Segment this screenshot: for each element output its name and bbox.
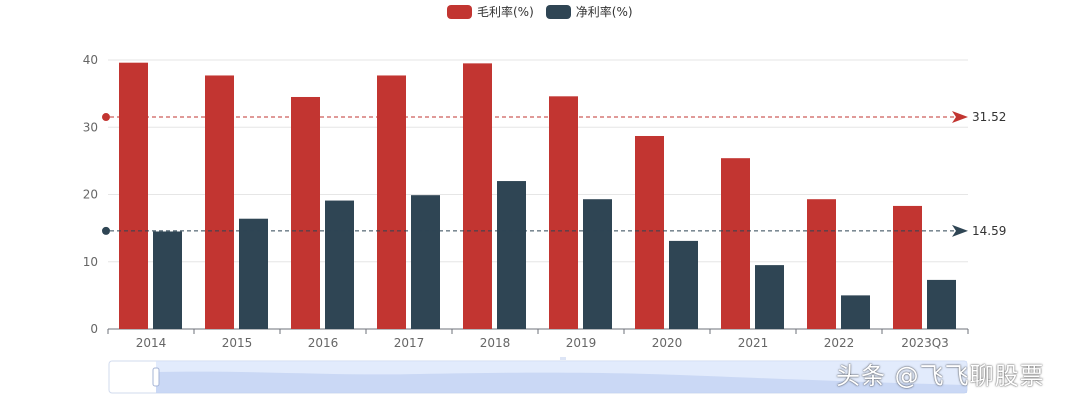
y-tick-label: 0 bbox=[90, 322, 98, 336]
y-tick-label: 40 bbox=[83, 53, 98, 67]
bar-gross-margin bbox=[463, 63, 492, 330]
bar-net-margin bbox=[669, 240, 698, 329]
x-tick-label: 2018 bbox=[480, 336, 511, 350]
bar-net-margin bbox=[583, 199, 612, 329]
x-tick-label: 2019 bbox=[566, 336, 597, 350]
average-line-start-marker bbox=[102, 226, 110, 235]
bar-gross-margin bbox=[119, 62, 148, 329]
bar-net-margin bbox=[411, 195, 440, 329]
x-tick-label: 2016 bbox=[308, 336, 339, 350]
legend-label-net-margin: 净利率(%) bbox=[575, 5, 633, 19]
bar-net-margin bbox=[325, 200, 354, 329]
x-tick-label: 2022 bbox=[824, 336, 855, 350]
average-line-arrow bbox=[952, 224, 968, 237]
bar-gross-margin bbox=[893, 205, 922, 329]
x-tick-label: 2021 bbox=[738, 336, 769, 350]
watermark: 头条 @飞飞聊股票 bbox=[836, 362, 1045, 390]
bar-net-margin bbox=[239, 218, 268, 329]
bar-gross-margin bbox=[291, 96, 320, 329]
x-tick-label: 2014 bbox=[136, 336, 167, 350]
bar-gross-margin bbox=[549, 96, 578, 329]
x-tick-label: 2023Q3 bbox=[901, 336, 949, 350]
bar-net-margin bbox=[755, 265, 784, 329]
data-zoom-handle-left bbox=[152, 367, 160, 387]
bar-net-margin bbox=[497, 181, 526, 329]
x-tick-label: 2020 bbox=[652, 336, 683, 350]
legend-swatch-net-margin bbox=[545, 4, 571, 19]
legend: 毛利率(%) 净利率(%) bbox=[447, 3, 645, 20]
bar-net-margin bbox=[153, 231, 182, 329]
average-line-arrow bbox=[952, 111, 968, 124]
x-tick-label: 2017 bbox=[394, 336, 425, 350]
bar-net-margin bbox=[927, 279, 956, 329]
average-line-label: 14.59 bbox=[972, 224, 1006, 238]
x-tick-label: 2015 bbox=[222, 336, 253, 350]
y-tick-label: 30 bbox=[83, 120, 98, 134]
y-tick-label: 20 bbox=[83, 188, 98, 202]
bar-net-margin bbox=[841, 295, 870, 329]
legend-item-gross-margin[interactable]: 毛利率(%) bbox=[447, 3, 534, 20]
legend-label-gross-margin: 毛利率(%) bbox=[477, 5, 534, 19]
legend-item-net-margin[interactable]: 净利率(%) bbox=[545, 3, 633, 20]
bar-gross-margin bbox=[205, 75, 234, 329]
data-zoom-preview-area bbox=[156, 371, 967, 393]
y-tick-label: 10 bbox=[83, 255, 98, 269]
bar-gross-margin bbox=[377, 75, 406, 329]
legend-swatch-gross-margin bbox=[447, 4, 472, 19]
data-zoom-move-handle bbox=[560, 357, 566, 360]
bar-gross-margin bbox=[807, 199, 836, 329]
bar-gross-margin bbox=[635, 135, 664, 329]
bar-gross-margin bbox=[721, 158, 750, 329]
average-line-start-marker bbox=[102, 113, 110, 122]
average-line-label: 31.52 bbox=[972, 110, 1006, 124]
